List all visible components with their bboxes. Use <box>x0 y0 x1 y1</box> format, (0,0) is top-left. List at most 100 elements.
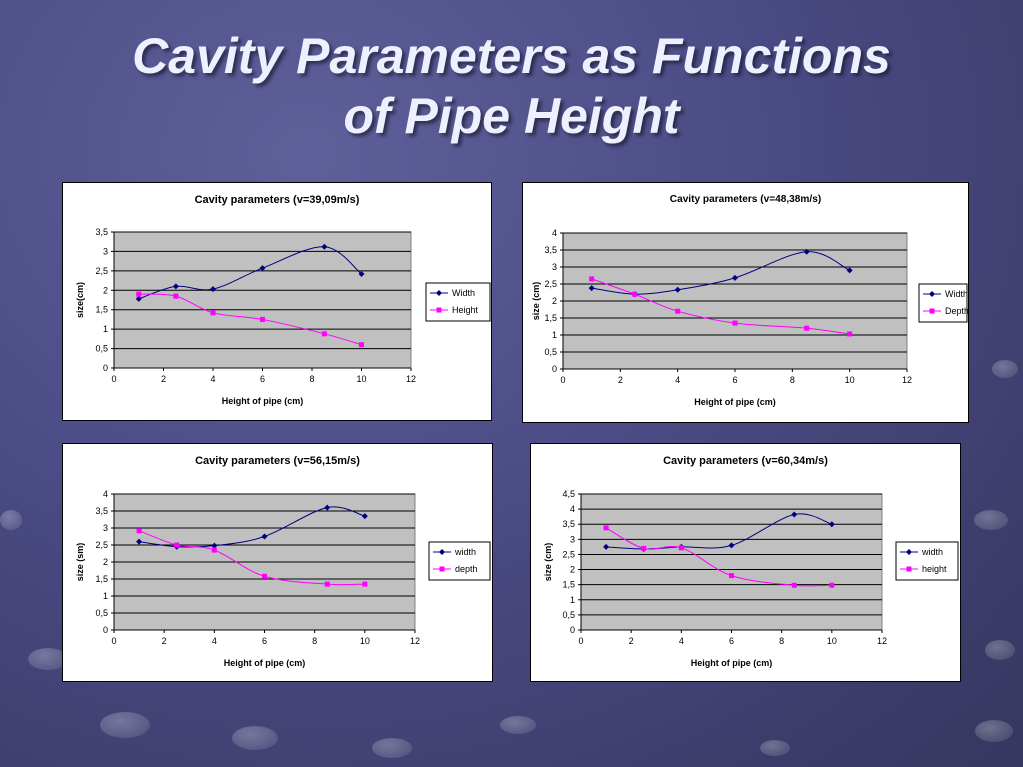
chart4-x-tick-label: 12 <box>877 636 887 646</box>
chart3-x-tick-label: 2 <box>162 636 167 646</box>
chart2-y-tick-label: 2,5 <box>544 279 557 289</box>
chart3-y-tick-label: 2 <box>103 557 108 567</box>
chart4-x-axis-label: Height of pipe (cm) <box>691 658 773 668</box>
slide-title: Cavity Parameters as Functions of Pipe H… <box>0 26 1023 146</box>
chart4-y-tick-label: 4 <box>570 504 575 514</box>
chart3-y-tick-label: 0 <box>103 625 108 635</box>
chart4-series-1-point <box>603 543 610 550</box>
chart4-x-tick-label: 6 <box>729 636 734 646</box>
chart1-series-1-point <box>135 295 142 302</box>
chart4-series-2-point <box>603 525 609 531</box>
chart3-y-tick-label: 1,5 <box>95 574 108 584</box>
chart-panel-3: Cavity parameters (v=56,15m/s) 0 0,5 1 1,5 2 2… <box>62 443 493 682</box>
chart3-series-2-point <box>262 573 267 579</box>
chart3-series-1-point <box>361 513 368 520</box>
chart2-series-2-point <box>675 308 681 314</box>
chart2-x-tick-label: 4 <box>675 375 680 385</box>
chart1-y-axis-label: size(cm) <box>75 282 85 318</box>
chart4-y-tick-label: 3 <box>570 534 575 544</box>
chart1-series-1-point <box>259 265 266 272</box>
chart4-plot-area <box>580 493 883 631</box>
chart3-y-axis-label: size (sm) <box>75 543 85 582</box>
chart2-series-1-point <box>846 267 853 274</box>
chart4-y-tick-label: 2 <box>570 565 575 575</box>
chart4-y-tick-label: 1 <box>570 595 575 605</box>
chart4-legend-swatch-marker <box>906 566 912 572</box>
chart2-series-2-point <box>589 276 595 282</box>
chart1-y-tick-label: 3 <box>103 246 108 256</box>
chart4-title: Cavity parameters (v=60,34m/s) <box>663 455 828 467</box>
chart1-legend <box>425 282 491 322</box>
chart2-x-tick-label: 2 <box>618 375 623 385</box>
chart2-x-tick-label: 10 <box>845 375 855 385</box>
chart4-y-tick-label: 4,5 <box>562 489 575 499</box>
chart1-series-2-line <box>138 293 362 346</box>
chart1-series-1-point <box>172 283 179 290</box>
chart2-y-tick-label: 1,5 <box>544 313 557 323</box>
chart3-y-tick-label: 3 <box>103 523 108 533</box>
slide-title-line-1: Cavity Parameters as Functions <box>132 28 891 84</box>
chart4-y-tick-label: 0,5 <box>562 610 575 620</box>
chart4-y-tick-label: 1,5 <box>562 580 575 590</box>
chart1-plot-area <box>113 231 412 369</box>
chart-1: Cavity parameters (v=39,09m/s) 0 0,5 1 1,5 2 2… <box>75 194 491 406</box>
chart2-x-tick-label: 8 <box>790 375 795 385</box>
chart1-x-tick-label: 2 <box>161 374 166 384</box>
chart1-legend-swatch-marker <box>436 290 442 296</box>
chart2-series-1-point <box>674 286 681 293</box>
chart2-y-tick-label: 0,5 <box>544 347 557 357</box>
chart4-x-tick-label: 4 <box>679 636 684 646</box>
chart-panel-1: Cavity parameters (v=39,09m/s) 0 0,5 1 1,5 2 2… <box>62 182 492 421</box>
chart1-x-tick-label: 6 <box>260 374 265 384</box>
chart1-y-tick-label: 0 <box>103 363 108 373</box>
chart3-series-1-point <box>261 533 268 540</box>
chart4-x-tick-label: 8 <box>779 636 784 646</box>
chart1-series-1-point <box>358 270 365 277</box>
chart1-title: Cavity parameters (v=39,09m/s) <box>195 194 360 206</box>
chart2-series-2-point <box>632 291 638 297</box>
chart3-x-tick-label: 12 <box>410 636 420 646</box>
chart4-y-tick-label: 0 <box>570 625 575 635</box>
chart1-series-2-point <box>321 331 327 337</box>
chart1-y-tick-label: 3,5 <box>95 227 108 237</box>
chart4-series-2-point <box>829 582 835 588</box>
chart1-x-tick-label: 8 <box>309 374 314 384</box>
chart4-series-2-line <box>605 527 832 587</box>
chart2-x-axis-label: Height of pipe (cm) <box>694 397 776 407</box>
chart-3: Cavity parameters (v=56,15m/s) 0 0,5 1 1,5 2 2… <box>75 455 491 668</box>
chart-panel-2: Cavity parameters (v=48,38m/s) 0 0,5 1 1,5 2 2… <box>522 182 969 423</box>
chart4-series-2-point <box>641 545 647 551</box>
chart3-legend-swatch-marker <box>439 549 445 555</box>
chart4-series-2-point <box>791 582 797 588</box>
chart1-x-tick-label: 10 <box>356 374 366 384</box>
chart1-y-tick-label: 1 <box>103 324 108 334</box>
chart3-legend-swatch-marker <box>439 566 445 572</box>
chart4-x-tick-label: 0 <box>578 636 583 646</box>
chart1-series-2-point <box>359 342 364 348</box>
chart1-y-tick-label: 2,5 <box>95 266 108 276</box>
chart4-y-tick-label: 3,5 <box>562 519 575 529</box>
chart3-x-tick-label: 8 <box>312 636 317 646</box>
chart-panel-4: Cavity parameters (v=60,34m/s) 0 0,5 1 1,5 2 2… <box>530 443 961 682</box>
chart-4: Cavity parameters (v=60,34m/s) 0 0,5 1 1,5 2 2… <box>543 455 959 668</box>
chart4-series-2-point <box>729 573 734 579</box>
chart2-series-1-point <box>732 274 738 281</box>
chart3-x-axis-label: Height of pipe (cm) <box>224 658 306 668</box>
chart3-legend-label: depth <box>455 564 478 574</box>
chart4-legend-label: width <box>921 547 943 557</box>
chart3-series-2-point <box>136 528 142 534</box>
chart1-series-2-point <box>136 291 142 297</box>
chart2-legend-label: Depth <box>945 306 968 316</box>
chart4-y-axis-label: size (cm) <box>543 543 553 582</box>
chart1-series-1-point <box>321 243 328 250</box>
chart3-series-2-point <box>211 547 217 553</box>
chart1-y-tick-label: 2 <box>103 285 108 295</box>
chart3-y-tick-label: 4 <box>103 489 108 499</box>
chart4-series-1-point <box>791 511 798 518</box>
chart3-series-2-point <box>174 542 180 548</box>
chart1-legend-swatch-marker <box>436 307 442 313</box>
chart3-x-tick-label: 6 <box>262 636 267 646</box>
chart2-series-2-line <box>591 278 850 335</box>
chart4-series-1-point <box>728 542 735 549</box>
chart1-series-1-point <box>210 286 216 293</box>
